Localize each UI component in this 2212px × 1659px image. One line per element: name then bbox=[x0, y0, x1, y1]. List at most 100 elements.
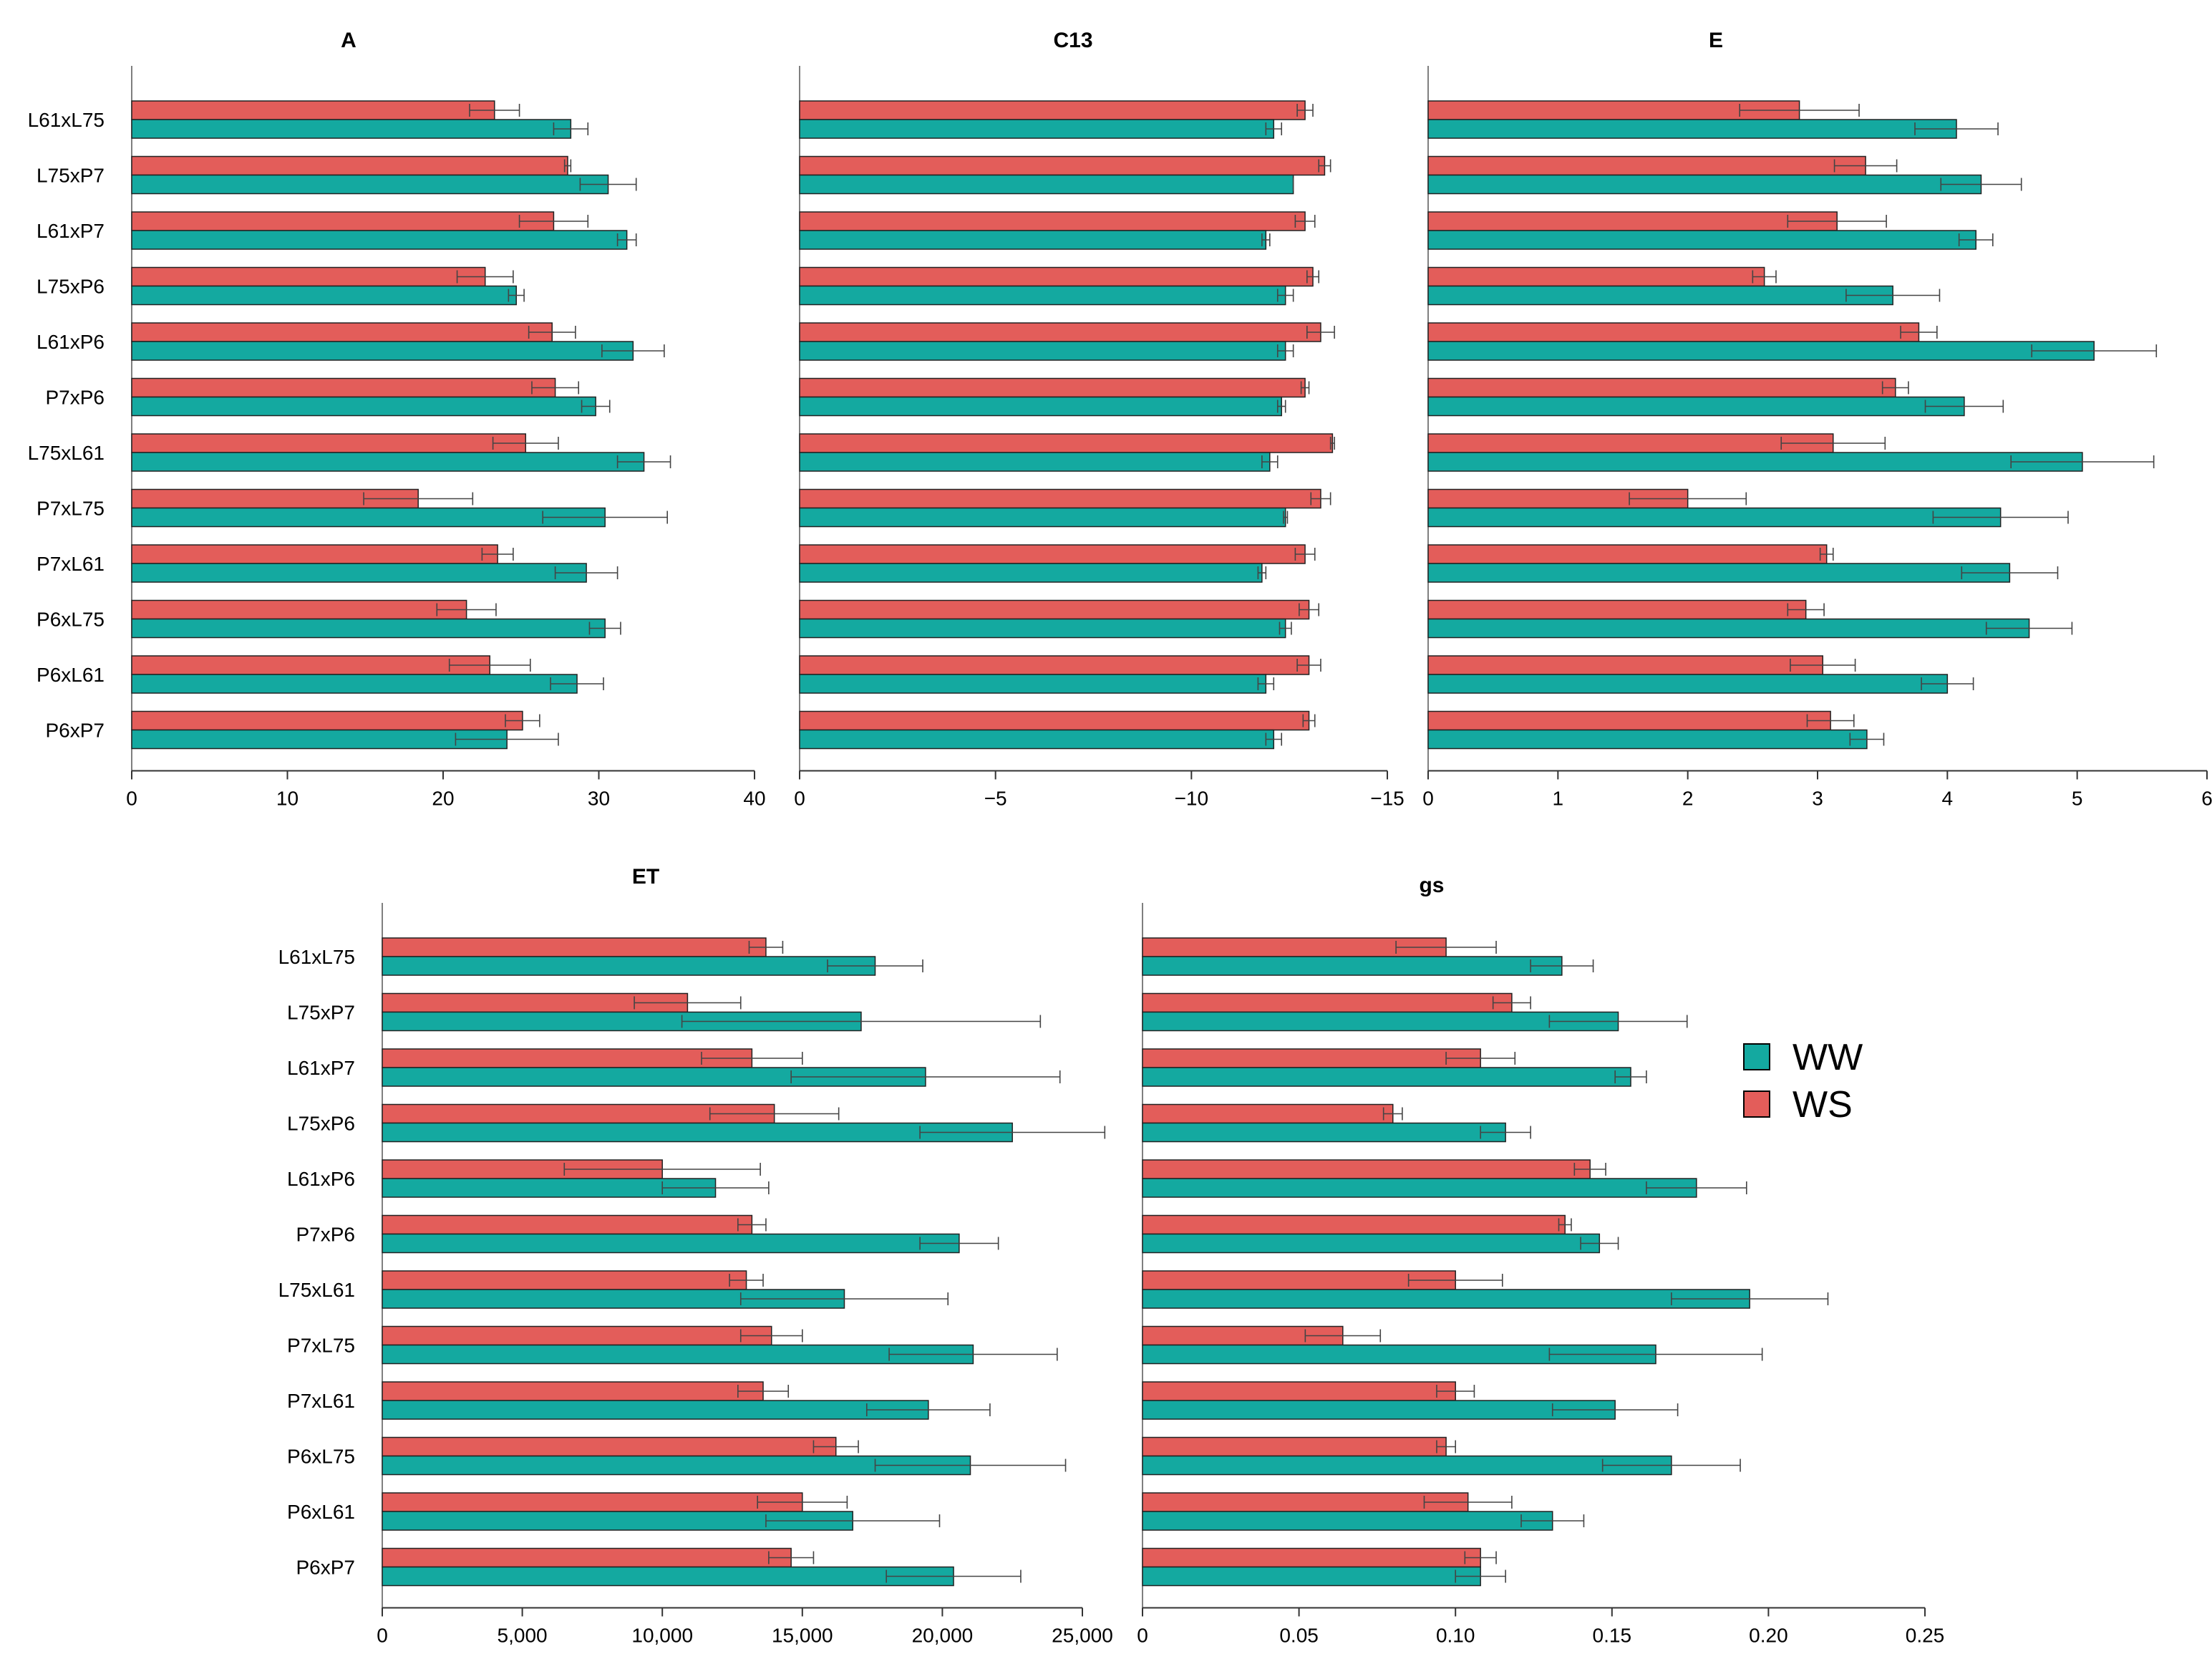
panel-title: C13 bbox=[1053, 29, 1092, 52]
bar-ws bbox=[131, 211, 555, 231]
errorbar-ww bbox=[2010, 455, 2155, 468]
x-tick-label: 10,000 bbox=[631, 1625, 693, 1647]
bar-ww bbox=[799, 285, 1286, 306]
errorbar-ws bbox=[363, 492, 474, 506]
x-tick-label: 0.25 bbox=[1906, 1625, 1945, 1647]
bar-ws bbox=[131, 710, 523, 731]
bar-ww bbox=[131, 674, 578, 694]
bar-ww bbox=[382, 1344, 974, 1365]
errorbar-ww bbox=[681, 1015, 1042, 1028]
bar-ws bbox=[131, 155, 568, 176]
bar-ww bbox=[799, 452, 1271, 472]
bar-ws bbox=[382, 1547, 792, 1568]
errorbar-ww bbox=[1580, 1237, 1619, 1250]
bar-ws bbox=[131, 266, 486, 287]
bar-ww bbox=[382, 956, 876, 976]
errorbar-ww bbox=[1480, 1126, 1531, 1139]
bar-ww bbox=[131, 507, 606, 528]
bar-ws bbox=[382, 1214, 753, 1235]
bar-ws bbox=[1427, 544, 1828, 564]
bar-ws bbox=[131, 377, 556, 398]
panel-c13: C13 0 −5 −10 −15 bbox=[794, 29, 1405, 810]
category-label: L61xL75 bbox=[28, 109, 105, 131]
bar-ws bbox=[799, 433, 1334, 453]
bar-ww bbox=[131, 174, 609, 195]
errorbar-ww bbox=[1845, 289, 1941, 302]
category-label: P7xP6 bbox=[296, 1224, 356, 1246]
bar-ww bbox=[1427, 618, 2030, 639]
errorbar-ww bbox=[616, 455, 671, 468]
bar-ww bbox=[382, 1178, 717, 1198]
bar-ws bbox=[799, 710, 1310, 731]
bar-ws bbox=[799, 211, 1306, 231]
errorbar-ww bbox=[888, 1348, 1058, 1361]
category-label: L75xP6 bbox=[37, 276, 105, 298]
category-label: P6xL75 bbox=[37, 609, 105, 631]
errorbar-ww bbox=[1551, 1403, 1679, 1416]
bar-ww bbox=[1427, 507, 2002, 528]
bar-ws bbox=[1427, 433, 1834, 453]
errorbar-ws bbox=[1302, 714, 1316, 727]
errorbar-ww bbox=[588, 621, 621, 635]
errorbar-ws bbox=[1790, 659, 1856, 672]
bar-ws bbox=[1427, 377, 1896, 398]
bar-ws bbox=[382, 1325, 772, 1346]
bar-ws bbox=[799, 100, 1306, 120]
bar-ws bbox=[1427, 655, 1824, 675]
x-tick-label: 0 bbox=[794, 788, 805, 810]
category-label: P6xL75 bbox=[287, 1446, 355, 1468]
errorbar-ws bbox=[1739, 104, 1860, 117]
errorbar-ww bbox=[1932, 511, 2069, 524]
x-tick-label: 5,000 bbox=[498, 1625, 548, 1647]
bar-ws bbox=[799, 488, 1321, 509]
errorbar-ws bbox=[456, 270, 514, 284]
errorbar-ww bbox=[1257, 677, 1275, 690]
errorbar-ws bbox=[1436, 1385, 1475, 1398]
bar-ws bbox=[382, 1270, 747, 1290]
errorbar-ww bbox=[1548, 1348, 1763, 1361]
errorbar-ww bbox=[1257, 566, 1267, 579]
errorbar-ws bbox=[1296, 104, 1314, 117]
bar-ws bbox=[131, 100, 495, 120]
bar-ww bbox=[1427, 230, 1976, 250]
x-tick-label: 0 bbox=[377, 1625, 388, 1647]
x-tick-label: −10 bbox=[1175, 788, 1209, 810]
errorbar-ww bbox=[1614, 1070, 1647, 1083]
bar-ww bbox=[1142, 1011, 1619, 1032]
bar-ww bbox=[131, 618, 606, 639]
x-tick-label: 1 bbox=[1553, 788, 1564, 810]
category-label: P6xL61 bbox=[37, 664, 105, 686]
errorbar-ws bbox=[1300, 381, 1310, 395]
errorbar-ws bbox=[1306, 326, 1335, 339]
bar-ws bbox=[382, 1381, 764, 1401]
errorbar-ws bbox=[729, 1274, 764, 1287]
errorbar-ws bbox=[1787, 215, 1887, 228]
errorbar-ww bbox=[1265, 732, 1283, 746]
x-tick-label: −15 bbox=[1370, 788, 1405, 810]
bar-ww bbox=[1142, 1067, 1631, 1087]
errorbar-ww bbox=[1548, 1015, 1688, 1028]
errorbar-ww bbox=[1455, 1569, 1506, 1583]
errorbar-ws bbox=[1819, 548, 1834, 561]
errorbar-ws bbox=[1900, 326, 1938, 339]
errorbar-ww bbox=[542, 511, 669, 524]
errorbar-ws bbox=[1299, 603, 1320, 616]
bar-ww bbox=[799, 507, 1286, 528]
category-label: P7xL75 bbox=[37, 498, 105, 520]
errorbar-ww bbox=[1279, 621, 1292, 635]
bar-ww bbox=[799, 674, 1267, 694]
bar-ww bbox=[799, 230, 1267, 250]
bar-ww bbox=[1142, 956, 1563, 976]
errorbar-ws bbox=[748, 941, 784, 954]
category-label: L75xL61 bbox=[28, 442, 105, 464]
errorbar-ws bbox=[531, 381, 580, 395]
bar-ww bbox=[1427, 285, 1893, 306]
errorbar-ww bbox=[1276, 400, 1286, 413]
x-tick-label: 25,000 bbox=[1052, 1625, 1113, 1647]
errorbar-ww bbox=[553, 122, 589, 135]
errorbar-ws bbox=[1382, 1107, 1403, 1121]
category-label: P7xP6 bbox=[46, 387, 105, 409]
bar-ww bbox=[799, 563, 1263, 583]
bar-ww bbox=[131, 396, 596, 417]
bar-ws bbox=[1427, 710, 1831, 731]
